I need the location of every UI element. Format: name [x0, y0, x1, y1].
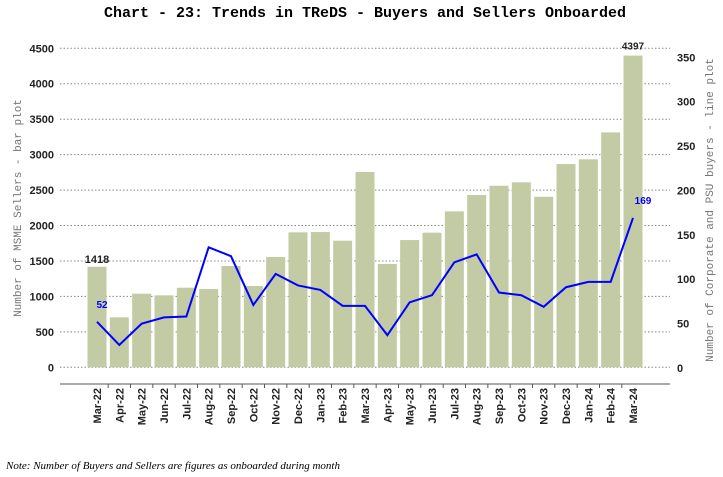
left-tick-label: 1500 — [30, 256, 54, 268]
right-tick-label: 300 — [677, 97, 695, 109]
bar — [132, 293, 152, 368]
left-axis-title: Number of MSME Sellers - bar plot — [13, 99, 25, 317]
bar — [377, 264, 397, 368]
bar — [310, 232, 330, 368]
left-tick-label: 4000 — [30, 79, 54, 91]
x-tick-label: Apr-22 — [114, 388, 126, 423]
bar — [556, 164, 576, 368]
x-tick-label: Aug-23 — [472, 388, 484, 425]
bar — [422, 232, 442, 368]
right-tick-label: 350 — [677, 52, 695, 64]
bar — [109, 317, 129, 368]
left-tick-label: 2000 — [30, 221, 54, 233]
left-tick-label: 1000 — [30, 291, 54, 303]
x-tick-label: Jan-23 — [315, 388, 327, 423]
right-axis-title: Number of Corporate and PSU buyers - lin… — [705, 58, 717, 362]
x-tick-label: Jun-22 — [159, 388, 171, 423]
right-tick-label: 0 — [677, 363, 683, 375]
x-tick-label: Feb-24 — [606, 387, 618, 423]
bar-data-label-last: 4397 — [622, 42, 645, 53]
x-tick-label: Aug-22 — [204, 388, 216, 425]
bar — [154, 295, 174, 368]
bar — [355, 172, 375, 368]
bar — [511, 182, 531, 368]
right-tick-label: 250 — [677, 141, 695, 153]
x-tick-label: Apr-23 — [382, 388, 394, 423]
x-tick-label: Jun-23 — [427, 388, 439, 423]
bar — [288, 232, 308, 368]
bar — [176, 287, 196, 368]
bar — [266, 256, 286, 368]
bar — [601, 132, 621, 368]
x-tick-label: Mar-23 — [360, 388, 372, 423]
x-tick-label: Oct-23 — [516, 388, 528, 422]
bar-data-label-first: 1418 — [85, 254, 109, 266]
left-tick-label: 500 — [36, 327, 54, 339]
left-tick-label: 2500 — [30, 185, 54, 197]
x-tick-label: Feb-23 — [338, 388, 350, 423]
left-tick-label: 3000 — [30, 150, 54, 162]
x-tick-label: Nov-23 — [539, 388, 551, 425]
right-tick-label: 50 — [677, 319, 689, 331]
x-tick-label: Dec-23 — [561, 388, 573, 424]
x-tick-label: Nov-22 — [271, 388, 283, 425]
chart-title: Chart - 23: Trends in TReDS - Buyers and… — [104, 5, 626, 22]
bar — [333, 240, 353, 368]
bar — [87, 266, 107, 368]
x-tick-label: Jan-24 — [583, 387, 595, 423]
left-tick-label: 4500 — [30, 43, 54, 55]
left-tick-label: 0 — [48, 362, 54, 374]
x-tick-label: Sep-23 — [494, 388, 506, 424]
left-tick-label: 3500 — [30, 114, 54, 126]
right-tick-label: 200 — [677, 185, 695, 197]
x-tick-label: Mar-22 — [92, 388, 104, 423]
x-tick-label: Oct-22 — [248, 388, 260, 422]
right-tick-label: 150 — [677, 230, 695, 242]
bar — [444, 211, 464, 368]
bar — [467, 195, 487, 368]
bar — [578, 159, 598, 368]
line-data-label-first: 52 — [96, 300, 108, 311]
line-data-label-last: 169 — [635, 196, 652, 207]
bar — [489, 185, 509, 368]
bar — [534, 196, 554, 368]
x-tick-label: Jul-22 — [181, 388, 193, 420]
x-tick-label: Jul-23 — [449, 388, 461, 420]
right-tick-label: 100 — [677, 274, 695, 286]
x-tick-label: Mar-24 — [628, 387, 640, 423]
bar — [199, 289, 219, 368]
x-tick-label: Dec-22 — [293, 388, 305, 424]
chart-note: Note: Number of Buyers and Sellers are f… — [5, 460, 340, 472]
x-tick-label: May-22 — [137, 388, 149, 425]
bar — [243, 285, 263, 368]
bar — [623, 55, 643, 368]
x-tick-label: Sep-22 — [226, 388, 238, 424]
bar — [221, 265, 241, 368]
x-tick-label: May-23 — [405, 388, 417, 425]
